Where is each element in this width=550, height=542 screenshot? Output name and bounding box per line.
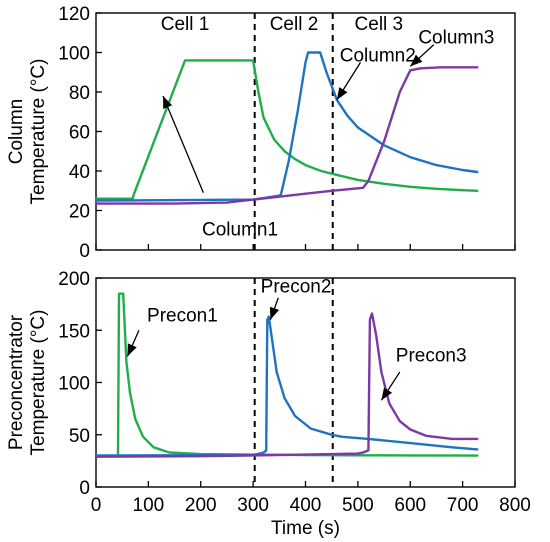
- x-axis-title: Time (s): [271, 518, 340, 539]
- annotation-precon3: Precon3: [396, 345, 467, 366]
- bottom-y-axis-title: Preconcentrator: [6, 314, 27, 450]
- series-line-column1: [94, 59, 479, 200]
- bottom-y-axis-title: Temperature (°C): [28, 310, 49, 456]
- top-y-tick-label: 80: [69, 83, 90, 104]
- section-label-cell-1: Cell 1: [161, 14, 210, 35]
- section-label-cell-3: Cell 3: [355, 14, 404, 35]
- annotation-column2: Column2: [340, 45, 416, 66]
- annotation-arrowhead-precon2: [269, 306, 280, 320]
- annotation-arrowhead-column2: [336, 87, 348, 100]
- annotation-column1: Column1: [202, 219, 278, 240]
- annotation-arrowhead-precon1: [127, 343, 137, 357]
- annotation-arrowhead-column3: [410, 54, 423, 67]
- bottom-x-tick-label: 500: [342, 495, 374, 516]
- annotation-arrow-column1: [162, 95, 204, 193]
- bottom-y-tick-label: 100: [58, 374, 90, 395]
- bottom-y-tick-label: 150: [58, 321, 90, 342]
- annotation-arrowhead-precon3: [381, 387, 393, 401]
- top-y-tick-label: 120: [58, 4, 90, 25]
- annotation-arrowhead-column1: [163, 95, 173, 109]
- series-line-column2: [94, 51, 479, 202]
- bottom-x-tick-label: 600: [394, 495, 426, 516]
- section-label-cell-2: Cell 2: [270, 14, 319, 35]
- bottom-y-tick-label: 0: [79, 478, 90, 499]
- series-line-precon2: [94, 315, 479, 457]
- top-y-tick-label: 20: [69, 202, 90, 223]
- bottom-y-tick-label: 200: [58, 269, 90, 290]
- annotation-precon1: Precon1: [147, 306, 218, 327]
- top-y-axis-title: Column: [6, 99, 27, 164]
- top-y-tick-label: 60: [69, 123, 90, 144]
- bottom-x-tick-label: 800: [499, 495, 531, 516]
- bottom-y-tick-label: 50: [69, 426, 90, 447]
- bottom-x-tick-label: 100: [133, 495, 165, 516]
- bottom-x-tick-label: 300: [237, 495, 269, 516]
- annotation-precon2: Precon2: [261, 276, 332, 297]
- series-line-column3: [94, 66, 479, 205]
- series-line-precon3: [94, 312, 479, 458]
- top-y-axis-title: Temperature (°C): [28, 59, 49, 205]
- top-y-tick-label: 40: [69, 162, 90, 183]
- annotation-column3: Column3: [418, 28, 494, 49]
- bottom-x-tick-label: 700: [447, 495, 479, 516]
- top-y-tick-label: 0: [79, 241, 90, 262]
- bottom-x-tick-label: 200: [185, 495, 217, 516]
- bottom-x-tick-label: 0: [91, 495, 102, 516]
- top-y-tick-label: 100: [58, 44, 90, 65]
- bottom-x-tick-label: 400: [290, 495, 322, 516]
